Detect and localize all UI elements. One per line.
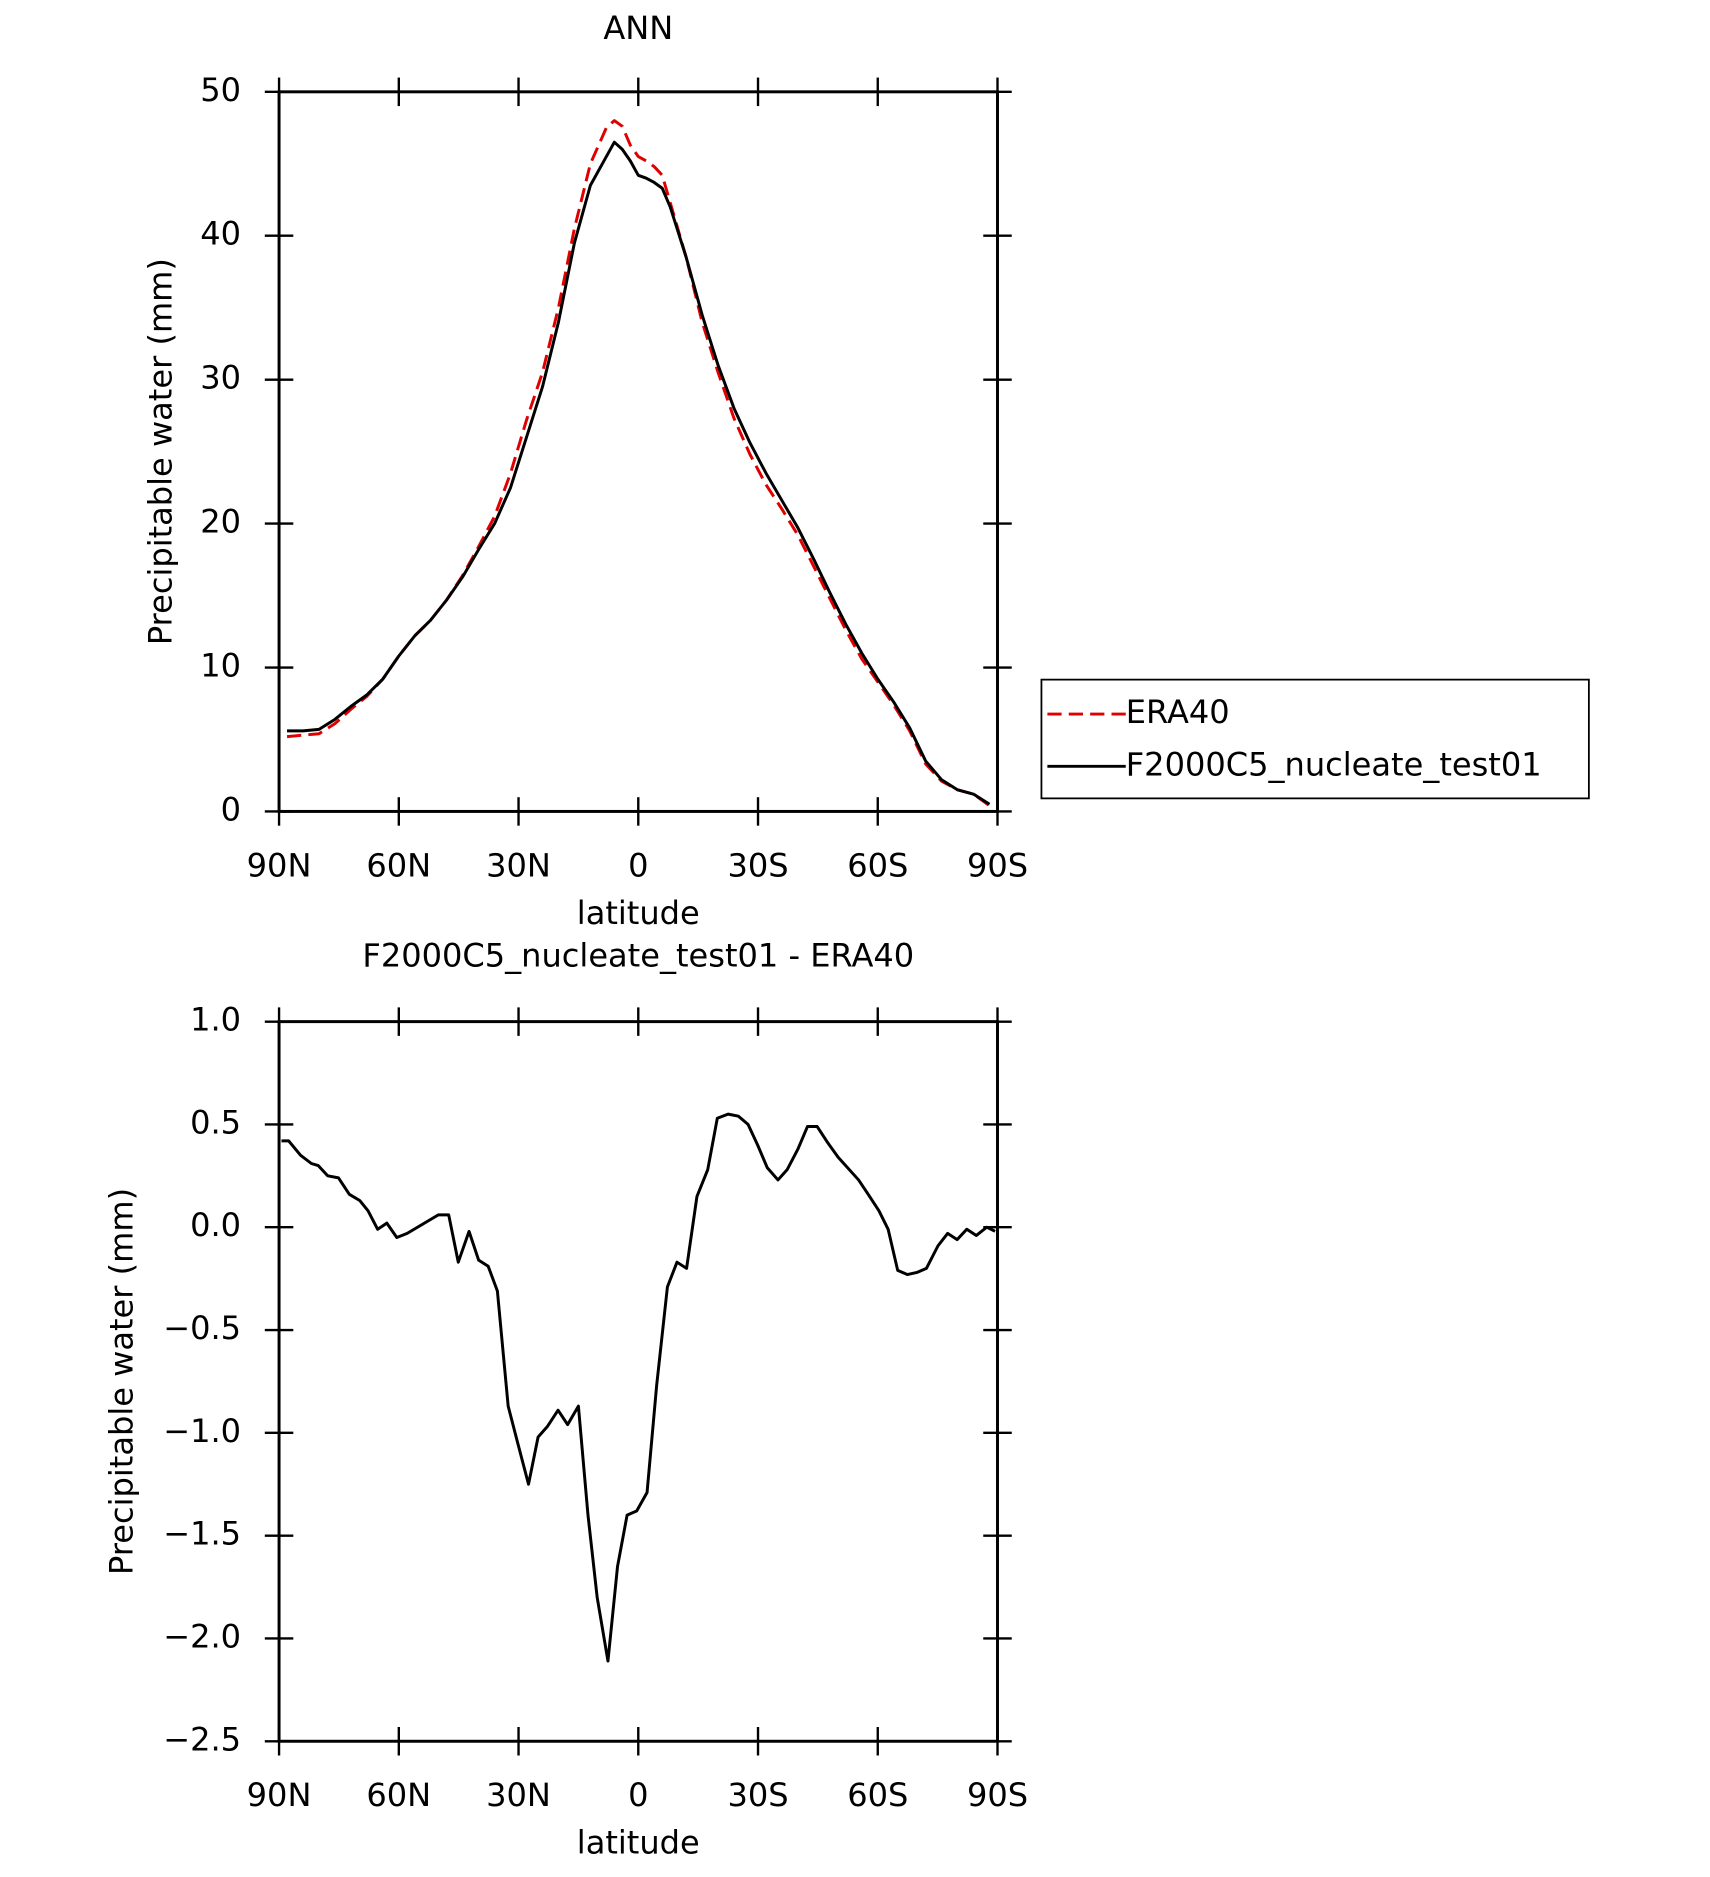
data-line (287, 140, 991, 806)
x-axis-label: latitude (577, 894, 700, 932)
x-tick-label: 30N (486, 1776, 551, 1814)
legend-box (1040, 678, 1590, 800)
x-tick-label: 30S (727, 1776, 788, 1814)
x-tick-label: 60N (366, 1776, 431, 1814)
x-axis-label: latitude (577, 1824, 700, 1862)
y-tick-label: 50 (200, 71, 241, 109)
y-tick-label: 0 (221, 790, 241, 828)
plot-frame (277, 90, 999, 813)
y-tick-label: −2.0 (163, 1617, 241, 1655)
y-tick-label: −1.5 (163, 1515, 241, 1553)
x-tick-label: 0 (628, 1776, 648, 1814)
x-tick-label: 90S (967, 846, 1028, 884)
x-tick-label: 90N (247, 846, 312, 884)
y-tick-label: −0.5 (163, 1309, 241, 1347)
plot-frame (277, 1020, 999, 1743)
y-tick-label: 0.5 (190, 1103, 241, 1141)
x-tick-label: 60N (366, 846, 431, 884)
y-tick-label: 10 (200, 647, 241, 685)
y-tick-label: 1.0 (190, 1001, 241, 1039)
chart-title: ANN (603, 9, 673, 47)
x-tick-label: 30N (486, 846, 551, 884)
legend-label: F2000C5_nucleate_test01 (1126, 745, 1542, 783)
data-line (286, 119, 991, 807)
y-tick-label: 0.0 (190, 1206, 241, 1244)
x-tick-label: 30S (727, 846, 788, 884)
y-axis-label: Precipitable water (mm) (103, 1188, 141, 1575)
x-tick-label: 0 (628, 846, 648, 884)
y-tick-label: 30 (200, 359, 241, 397)
y-tick-label: 40 (200, 215, 241, 253)
x-tick-label: 90S (967, 1776, 1028, 1814)
legend-label: ERA40 (1126, 693, 1230, 731)
chart-title: F2000C5_nucleate_test01 - ERA40 (362, 937, 914, 975)
y-tick-label: 20 (200, 503, 241, 541)
x-tick-label: 60S (847, 1776, 908, 1814)
x-tick-label: 60S (847, 846, 908, 884)
y-axis-label: Precipitable water (mm) (142, 258, 180, 645)
x-tick-label: 90N (247, 1776, 312, 1814)
data-line (281, 1112, 996, 1663)
y-tick-label: −2.5 (163, 1720, 241, 1758)
y-tick-label: −1.0 (163, 1412, 241, 1450)
